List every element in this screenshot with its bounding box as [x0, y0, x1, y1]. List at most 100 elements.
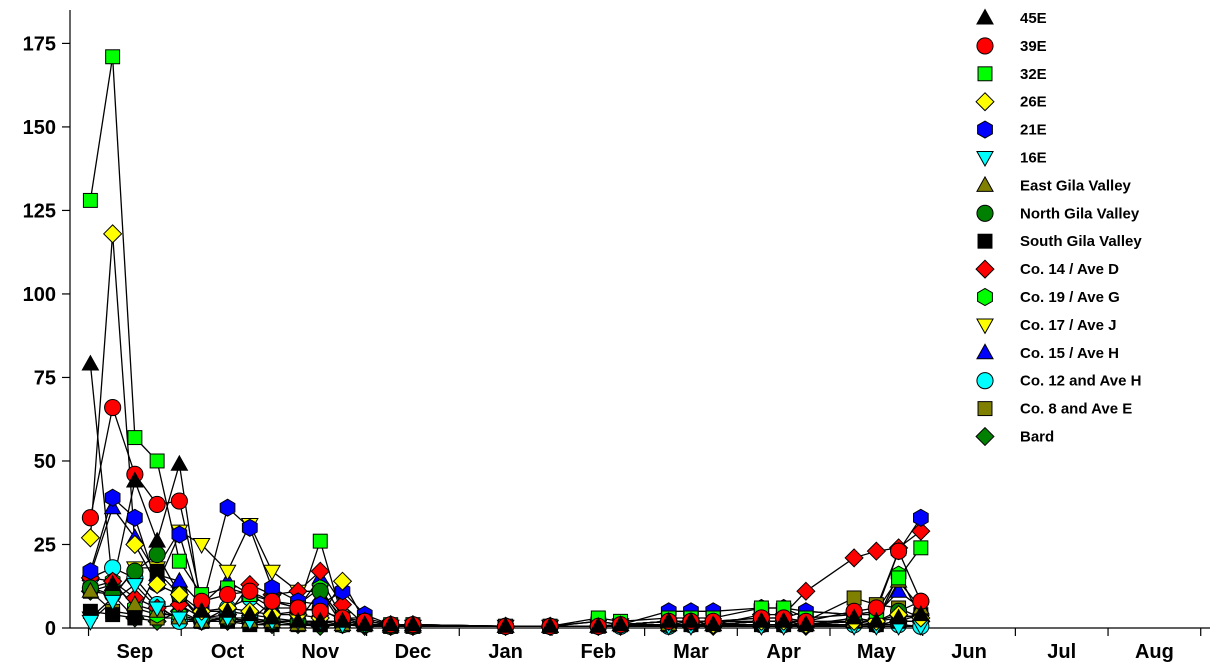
data-point-south-gila-valley	[127, 610, 143, 626]
data-point-26e	[332, 571, 353, 591]
legend-marker-32e	[977, 66, 993, 82]
data-point-45e	[682, 611, 700, 628]
data-point-32e	[312, 533, 328, 549]
data-point-co-14-ave-d	[844, 548, 864, 568]
x-tick-label: Jan	[488, 641, 522, 663]
legend-marker-21e	[977, 120, 993, 139]
data-point-39e	[263, 592, 281, 610]
legend-marker-26e	[975, 92, 995, 112]
y-tick-label: 75	[34, 367, 56, 389]
x-tick-label: Feb	[581, 641, 617, 663]
data-point-39e	[148, 495, 166, 513]
data-point-32e	[913, 540, 929, 556]
legend-marker-16e	[976, 151, 994, 168]
series-markers	[80, 49, 931, 636]
chart-legend: 45E 39E 32E 26E 21E 16E East Gila Valley North …	[975, 8, 1142, 447]
data-point-45e	[704, 615, 723, 632]
data-point-16e	[148, 601, 167, 618]
data-point-45e	[103, 575, 122, 592]
data-point-32e	[149, 453, 165, 469]
legend-label-co-19-ave-g: Co. 19 / Ave G	[1020, 289, 1120, 306]
legend-label-co-15-ave-h: Co. 15 / Ave H	[1020, 345, 1119, 362]
legend-marker-co-19-ave-g	[977, 287, 993, 307]
data-point-45e	[263, 608, 281, 625]
data-point-45e	[125, 471, 144, 488]
legend-marker-co-12-and-ave-h	[976, 372, 994, 390]
x-tick-label: Nov	[301, 641, 340, 663]
data-point-16e	[103, 594, 122, 611]
data-point-26e	[169, 584, 189, 605]
y-tick-label: 25	[34, 534, 56, 556]
data-point-26e	[80, 528, 101, 548]
legend-label-co-8-and-ave-e: Co. 8 and Ave E	[1020, 401, 1132, 418]
data-point-east-gila-valley	[125, 595, 144, 612]
x-tick-label: Mar	[673, 641, 709, 663]
legend-label-south-gila-valley: South Gila Valley	[1020, 233, 1142, 250]
legend-label-16e: 16E	[1020, 150, 1047, 167]
legend-marker-bard	[975, 426, 995, 447]
data-point-32e	[82, 192, 98, 208]
legend-label-co-17-ave-j: Co. 17 / Ave J	[1020, 317, 1116, 334]
series-line-co-14-ave-d	[90, 530, 922, 627]
legend-marker-39e	[976, 37, 994, 55]
data-point-45e	[496, 616, 515, 633]
data-point-co-17-ave-j	[218, 564, 237, 581]
legend-label-co-12-and-ave-h: Co. 12 and Ave H	[1020, 373, 1141, 390]
legend-marker-east-gila-valley	[976, 175, 994, 192]
data-point-45e	[218, 601, 237, 618]
data-point-45e	[381, 615, 400, 632]
data-point-32e	[105, 49, 121, 65]
data-point-21e	[127, 508, 143, 527]
data-point-co-15-ave-h	[889, 581, 908, 598]
data-point-45e	[289, 611, 307, 628]
data-point-co-14-ave-d	[911, 521, 931, 541]
data-point-45e	[845, 608, 864, 625]
data-point-45e	[889, 608, 908, 625]
data-point-16e	[81, 614, 100, 631]
data-point-26e	[147, 574, 167, 595]
legend-marker-co-8-and-ave-e	[977, 401, 993, 417]
legend-label-45e: 45E	[1020, 10, 1047, 27]
x-tick-label: Jul	[1047, 641, 1076, 663]
legend-marker-co-15-ave-h	[976, 343, 994, 360]
data-point-16e	[125, 578, 144, 595]
data-point-north-gila-valley	[148, 545, 166, 564]
data-point-45e	[311, 611, 330, 628]
y-tick-label: 175	[23, 33, 56, 55]
data-point-32e	[127, 430, 143, 446]
y-tick-label: 100	[23, 284, 56, 306]
series-line-32e	[89, 56, 922, 627]
legend-label-26e: 26E	[1020, 94, 1047, 111]
data-point-45e	[192, 601, 211, 618]
x-tick-label: Sep	[117, 641, 154, 663]
data-point-co-17-ave-j	[263, 564, 281, 581]
data-point-39e	[241, 582, 259, 600]
legend-label-bard: Bard	[1020, 429, 1054, 446]
data-point-21e	[219, 498, 236, 517]
series-line-26e	[89, 233, 921, 627]
x-tick-label: May	[857, 641, 897, 663]
data-point-26e	[125, 534, 145, 555]
data-point-45e	[867, 611, 886, 628]
data-point-39e	[170, 492, 188, 510]
data-point-21e	[171, 525, 188, 544]
data-point-45e	[333, 611, 352, 628]
legend-marker-north-gila-valley	[976, 204, 994, 222]
legend-label-32e: 32E	[1020, 66, 1047, 83]
y-tick-label: 0	[45, 618, 56, 640]
data-point-co-14-ave-d	[866, 541, 886, 561]
legend-marker-co-17-ave-j	[976, 318, 994, 335]
data-point-north-gila-valley	[126, 562, 144, 580]
legend-marker-co-14-ave-d	[975, 259, 995, 279]
x-tick-label: Dec	[395, 641, 432, 663]
data-point-39e	[104, 398, 122, 417]
data-point-26e	[103, 224, 123, 244]
data-point-co-17-ave-j	[192, 538, 211, 555]
x-tick-label: Aug	[1135, 641, 1174, 663]
data-point-21e	[913, 508, 929, 527]
data-point-39e	[890, 542, 908, 560]
data-point-45e	[752, 611, 771, 628]
data-point-45e	[911, 605, 930, 622]
y-tick-label: 150	[23, 117, 56, 139]
series-line-21e	[89, 496, 922, 627]
